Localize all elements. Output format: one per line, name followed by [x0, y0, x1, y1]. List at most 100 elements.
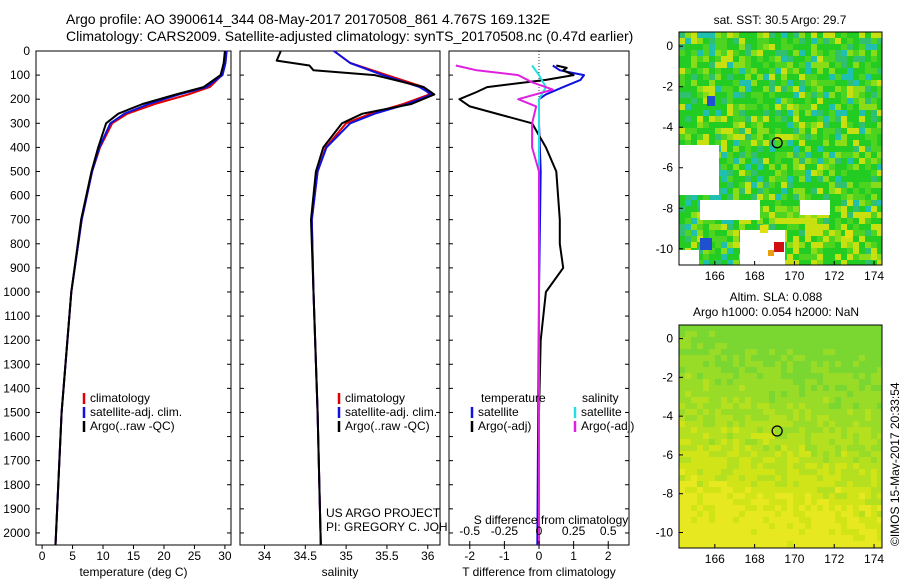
- series-t-satellite: [536, 64, 585, 546]
- x-tick-label: 20: [157, 549, 171, 563]
- x2-tick-label: 0.25: [562, 524, 586, 538]
- y-tick-label: 1500: [3, 405, 30, 419]
- y-tick-label: 2000: [3, 526, 30, 540]
- map-cells: [679, 325, 882, 548]
- y-tick-label: 400: [10, 140, 30, 154]
- data-gap: [700, 200, 760, 220]
- y-tick-label: 1600: [3, 430, 30, 444]
- x2-tick-label: -0.25: [491, 524, 519, 538]
- header-title: Argo profile: AO 3900614_344 08-May-2017…: [66, 11, 633, 45]
- y-tick-label: 0: [23, 44, 30, 58]
- map-y-tick-label: -6: [662, 448, 673, 462]
- hot-spot: [774, 242, 784, 252]
- data-gap: [679, 250, 699, 265]
- pi-label: PI: GREGORY C. JOHNSON: [326, 520, 482, 534]
- hot-spot: [700, 238, 712, 250]
- x-tick-label: 0: [536, 549, 543, 563]
- header-line-2: Climatology: CARS2009. Satellite-adjuste…: [66, 28, 634, 44]
- map-y-tick-label: -2: [662, 80, 673, 94]
- x2-tick-label: 0: [536, 524, 543, 538]
- map-x-tick-label: 172: [824, 269, 844, 283]
- legend-label: Argo(..raw -QC): [345, 419, 430, 433]
- series-argo: [275, 50, 436, 546]
- map-x-tick-label: 168: [745, 552, 765, 566]
- legend-label: climatology: [345, 391, 405, 405]
- hot-spot: [760, 225, 768, 233]
- legend-label: satellite: [478, 405, 519, 419]
- map-y-tick-label: 0: [666, 332, 673, 346]
- data-gap: [800, 200, 830, 215]
- series-s-argo: [455, 64, 554, 545]
- y-tick-label: 600: [10, 189, 30, 203]
- map-y-tick-label: -4: [662, 120, 673, 134]
- y-tick-label: 1700: [3, 454, 30, 468]
- map-x-tick-label: 170: [784, 269, 804, 283]
- legend-label: Argo(-adj): [581, 419, 634, 433]
- map-y-tick-label: -2: [662, 370, 673, 384]
- data-gap: [679, 145, 719, 195]
- legend-label: Argo(-adj): [478, 419, 531, 433]
- map-cells: [679, 32, 882, 265]
- difference-panel: -2 -1 0 1 2 T difference from climatology -0.5…: [448, 50, 634, 579]
- map-x-tick-label: 170: [784, 552, 804, 566]
- map-x-tick-label: 166: [705, 552, 725, 566]
- y-tick-label: 1400: [3, 381, 30, 395]
- salinity-panel: 34 34.5 35 35.5 36 salinity climatologysatelli…: [239, 50, 482, 579]
- x-tick-label: 35.5: [375, 549, 399, 563]
- map-y-tick-label: -10: [656, 242, 674, 256]
- y-tick-label: 800: [10, 237, 30, 251]
- axes-frame: [35, 50, 232, 546]
- x2-tick-label: 0.5: [600, 524, 617, 538]
- x-tick-label: 5: [69, 549, 76, 563]
- project-label: US ARGO PROJECT: [326, 506, 441, 520]
- float-location-marker: [771, 137, 783, 149]
- y-tick-label: 1100: [4, 309, 30, 323]
- y-tick-label: 1200: [3, 333, 30, 347]
- x-tick-label: 1: [570, 549, 577, 563]
- temperature-panel: 0 5 10 15 20 25 30 temperature (deg C) 0 100 200 30…: [3, 44, 232, 579]
- map-x-tick-label: 172: [824, 552, 844, 566]
- x-tick-label: 30: [218, 549, 232, 563]
- map-frame: [678, 31, 883, 266]
- series-argo: [54, 50, 226, 546]
- sst-title: sat. SST: 30.5 Argo: 29.7: [714, 13, 847, 27]
- x-tick-label: 0: [39, 549, 46, 563]
- x2-tick-label: -0.5: [459, 524, 480, 538]
- y-tick-label: 300: [10, 116, 30, 130]
- map-x-tick-label: 174: [864, 269, 884, 283]
- map-y-tick-label: 0: [666, 39, 673, 53]
- map-x-tick-label: 168: [745, 269, 765, 283]
- legend-label: Argo(..raw -QC): [90, 419, 175, 433]
- legend-title-salinity: salinity: [582, 391, 619, 405]
- y-tick-label: 100: [10, 68, 30, 82]
- legend-title-temperature: temperature: [481, 391, 546, 405]
- y-tick-label: 1300: [3, 357, 30, 371]
- y-tick-label: 500: [10, 164, 30, 178]
- x-axis-label: salinity: [322, 565, 359, 579]
- map-y-tick-label: -8: [662, 201, 673, 215]
- x-tick-label: 10: [96, 549, 110, 563]
- map-x-tick-label: 174: [864, 552, 884, 566]
- x-tick-label: 2: [605, 549, 612, 563]
- y-tick-label: 1900: [3, 502, 30, 516]
- y-tick-label: 1800: [3, 478, 30, 492]
- x-axis-label: temperature (deg C): [79, 565, 187, 579]
- map-y-tick-label: -10: [656, 525, 674, 539]
- x-tick-label: 25: [188, 549, 202, 563]
- x2-axis-label: S difference from climatology: [474, 513, 629, 527]
- x-tick-label: 15: [127, 549, 141, 563]
- sla-title-line-2: Argo h1000: 0.054 h2000: NaN: [693, 305, 859, 319]
- x-tick-label: 36: [421, 549, 435, 563]
- map-y-tick-label: -8: [662, 487, 673, 501]
- y-tick-label: 200: [10, 92, 30, 106]
- map-y-tick-label: -6: [662, 161, 673, 175]
- hot-spot: [845, 230, 853, 238]
- float-location-marker: [771, 425, 783, 437]
- legend-label: climatology: [90, 391, 150, 405]
- x-tick-label: -1: [499, 549, 510, 563]
- map-frame: [678, 324, 883, 549]
- map-x-tick-label: 166: [705, 269, 725, 283]
- y-tick-label: 900: [10, 261, 30, 275]
- header-line-1: Argo profile: AO 3900614_344 08-May-2017…: [66, 11, 551, 27]
- y-tick-label: 1000: [3, 285, 30, 299]
